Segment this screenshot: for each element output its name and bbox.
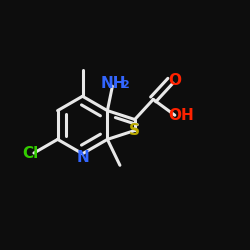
Text: NH: NH [101, 76, 126, 91]
Text: 2: 2 [122, 80, 129, 90]
Text: Cl: Cl [22, 146, 38, 160]
Text: OH: OH [168, 108, 194, 123]
Text: S: S [129, 123, 140, 138]
Text: N: N [76, 150, 89, 165]
Text: O: O [168, 73, 181, 88]
